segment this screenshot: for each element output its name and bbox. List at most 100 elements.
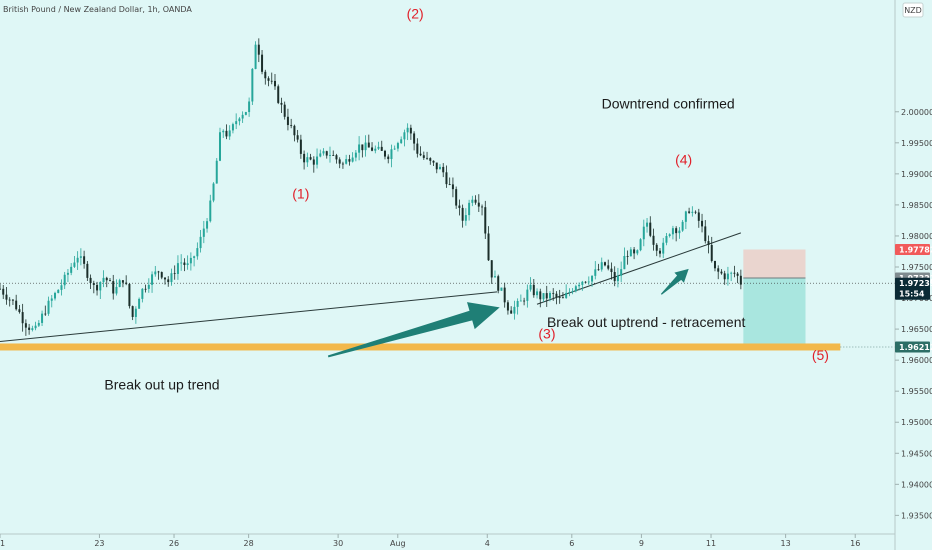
candle-down — [710, 244, 713, 261]
small-arrow — [660, 268, 689, 295]
candle-down — [312, 159, 315, 165]
candle-up — [662, 242, 665, 254]
candle-down — [283, 104, 286, 117]
wave-label: (4) — [675, 152, 692, 168]
candle-up — [629, 249, 632, 257]
chart-annotation: Downtrend confirmed — [602, 96, 735, 112]
candle-down — [448, 184, 451, 185]
candle-down — [367, 142, 370, 148]
y-tick-label: 1.98000 — [901, 232, 932, 241]
candle-up — [591, 275, 594, 282]
candle-up — [228, 130, 231, 137]
candle-down — [128, 283, 131, 307]
candle-up — [115, 286, 118, 294]
candle-down — [293, 125, 296, 136]
price-tag-label: 1.96212 — [899, 343, 932, 352]
candle-down — [416, 143, 419, 154]
candle-up — [196, 248, 199, 257]
candle-down — [477, 202, 480, 207]
time-axis[interactable]: 2123262830Aug46911131618 — [0, 534, 932, 548]
chart-annotation: Break out uptrend - retracement — [547, 314, 746, 330]
candle-up — [47, 300, 50, 314]
candle-down — [445, 172, 448, 185]
candle-up — [581, 281, 584, 285]
candle-down — [610, 268, 613, 273]
candle-down — [649, 222, 652, 236]
candle-up — [516, 301, 519, 307]
reference-lines — [0, 232, 895, 351]
candle-down — [652, 235, 655, 245]
candle-down — [371, 147, 374, 151]
candle-down — [675, 228, 678, 234]
candle-down — [532, 284, 535, 296]
candle-up — [571, 291, 574, 293]
price-series — [0, 38, 742, 336]
candle-down — [736, 273, 739, 276]
candle-up — [206, 221, 209, 229]
candle-down — [163, 277, 166, 280]
support-band — [0, 343, 841, 351]
candle-down — [112, 281, 115, 294]
candle-down — [18, 309, 21, 313]
x-tick-label: 11 — [706, 539, 716, 548]
candle-up — [526, 289, 529, 301]
candle-down — [655, 244, 658, 251]
currency-badge[interactable]: NZD — [902, 2, 924, 18]
candle-up — [406, 127, 409, 133]
x-tick-label: 4 — [485, 539, 490, 548]
x-tick-label: 9 — [639, 539, 644, 548]
candle-down — [720, 271, 723, 274]
candle-up — [678, 230, 681, 234]
candle-up — [79, 256, 82, 258]
candle-down — [613, 272, 616, 282]
candle-up — [316, 156, 319, 165]
candle-up — [542, 293, 545, 300]
candle-up — [594, 269, 597, 276]
candle-down — [24, 323, 27, 328]
y-tick-label: 1.95500 — [901, 387, 932, 396]
candle-down — [21, 312, 24, 324]
candle-up — [102, 277, 105, 283]
candle-down — [160, 272, 163, 278]
candle-down — [688, 211, 691, 213]
candle-up — [180, 262, 183, 264]
position-zones — [743, 249, 806, 347]
candle-up — [41, 313, 44, 323]
x-tick-label: 16 — [850, 539, 860, 548]
candle-up — [730, 272, 733, 274]
candle-down — [144, 288, 147, 290]
candle-up — [438, 166, 441, 170]
annotation-arrows — [327, 268, 689, 358]
candle-down — [157, 271, 160, 273]
x-tick-label: 26 — [169, 539, 179, 548]
candle-up — [358, 144, 361, 153]
candle-down — [694, 211, 697, 213]
candle-up — [646, 222, 649, 227]
x-tick-label: 13 — [781, 539, 791, 548]
price-tag — [895, 277, 930, 300]
candle-down — [44, 313, 47, 315]
candle-down — [332, 155, 335, 156]
y-tick-label: 1.93500 — [901, 511, 932, 520]
candle-down — [597, 269, 600, 271]
candle-down — [183, 262, 186, 266]
candle-down — [383, 150, 386, 157]
candle-up — [668, 234, 671, 237]
candle-up — [209, 200, 212, 222]
candle-down — [455, 189, 458, 206]
candle-down — [555, 293, 558, 298]
candle-up — [345, 159, 348, 164]
candle-up — [322, 151, 325, 154]
candle-up — [565, 292, 568, 298]
candle-down — [409, 127, 412, 134]
candle-down — [273, 80, 276, 87]
long-uptrend-trendline — [0, 291, 498, 343]
candle-up — [374, 148, 377, 151]
candle-up — [151, 274, 154, 285]
candle-down — [96, 284, 99, 291]
candle-down — [523, 300, 526, 302]
candle-up — [238, 118, 241, 122]
candle-up — [587, 281, 590, 283]
candle-down — [92, 283, 95, 285]
